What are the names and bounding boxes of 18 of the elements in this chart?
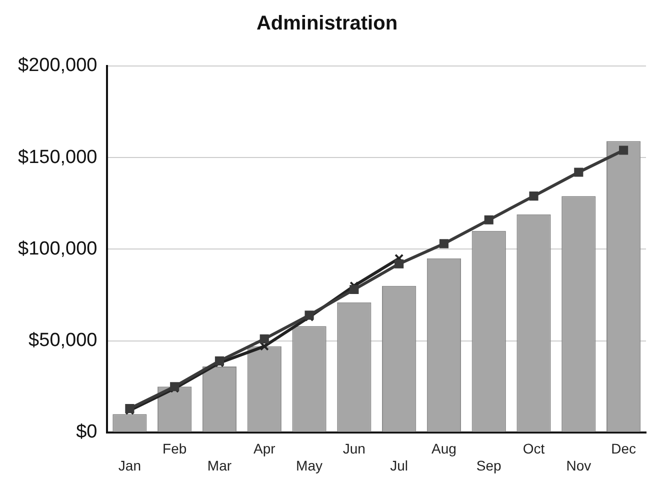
x-tick-label: Aug <box>432 440 456 457</box>
y-tick-label: $50,000 <box>28 330 98 352</box>
x-tick-label: Mar <box>207 457 232 474</box>
x-tick-label: Apr <box>253 440 276 457</box>
y-tick-label: $100,000 <box>18 238 98 260</box>
x-tick-label: May <box>296 457 323 474</box>
y-tick-label: $200,000 <box>18 55 98 76</box>
chart-title: Administration <box>256 12 398 35</box>
x-tick-label: Nov <box>566 457 592 474</box>
x-tick-label: Jun <box>342 440 366 457</box>
x-tick-label: Jan <box>118 457 141 474</box>
y-tick-label: $150,000 <box>18 146 98 168</box>
y-tick-label: $0 <box>76 422 98 443</box>
x-tick-label: Sep <box>476 457 502 474</box>
x-tick-label: Dec <box>611 440 636 457</box>
x-tick-label: Jul <box>390 457 408 474</box>
x-tick-label: Oct <box>522 440 545 457</box>
x-tick-label: Feb <box>162 440 187 457</box>
